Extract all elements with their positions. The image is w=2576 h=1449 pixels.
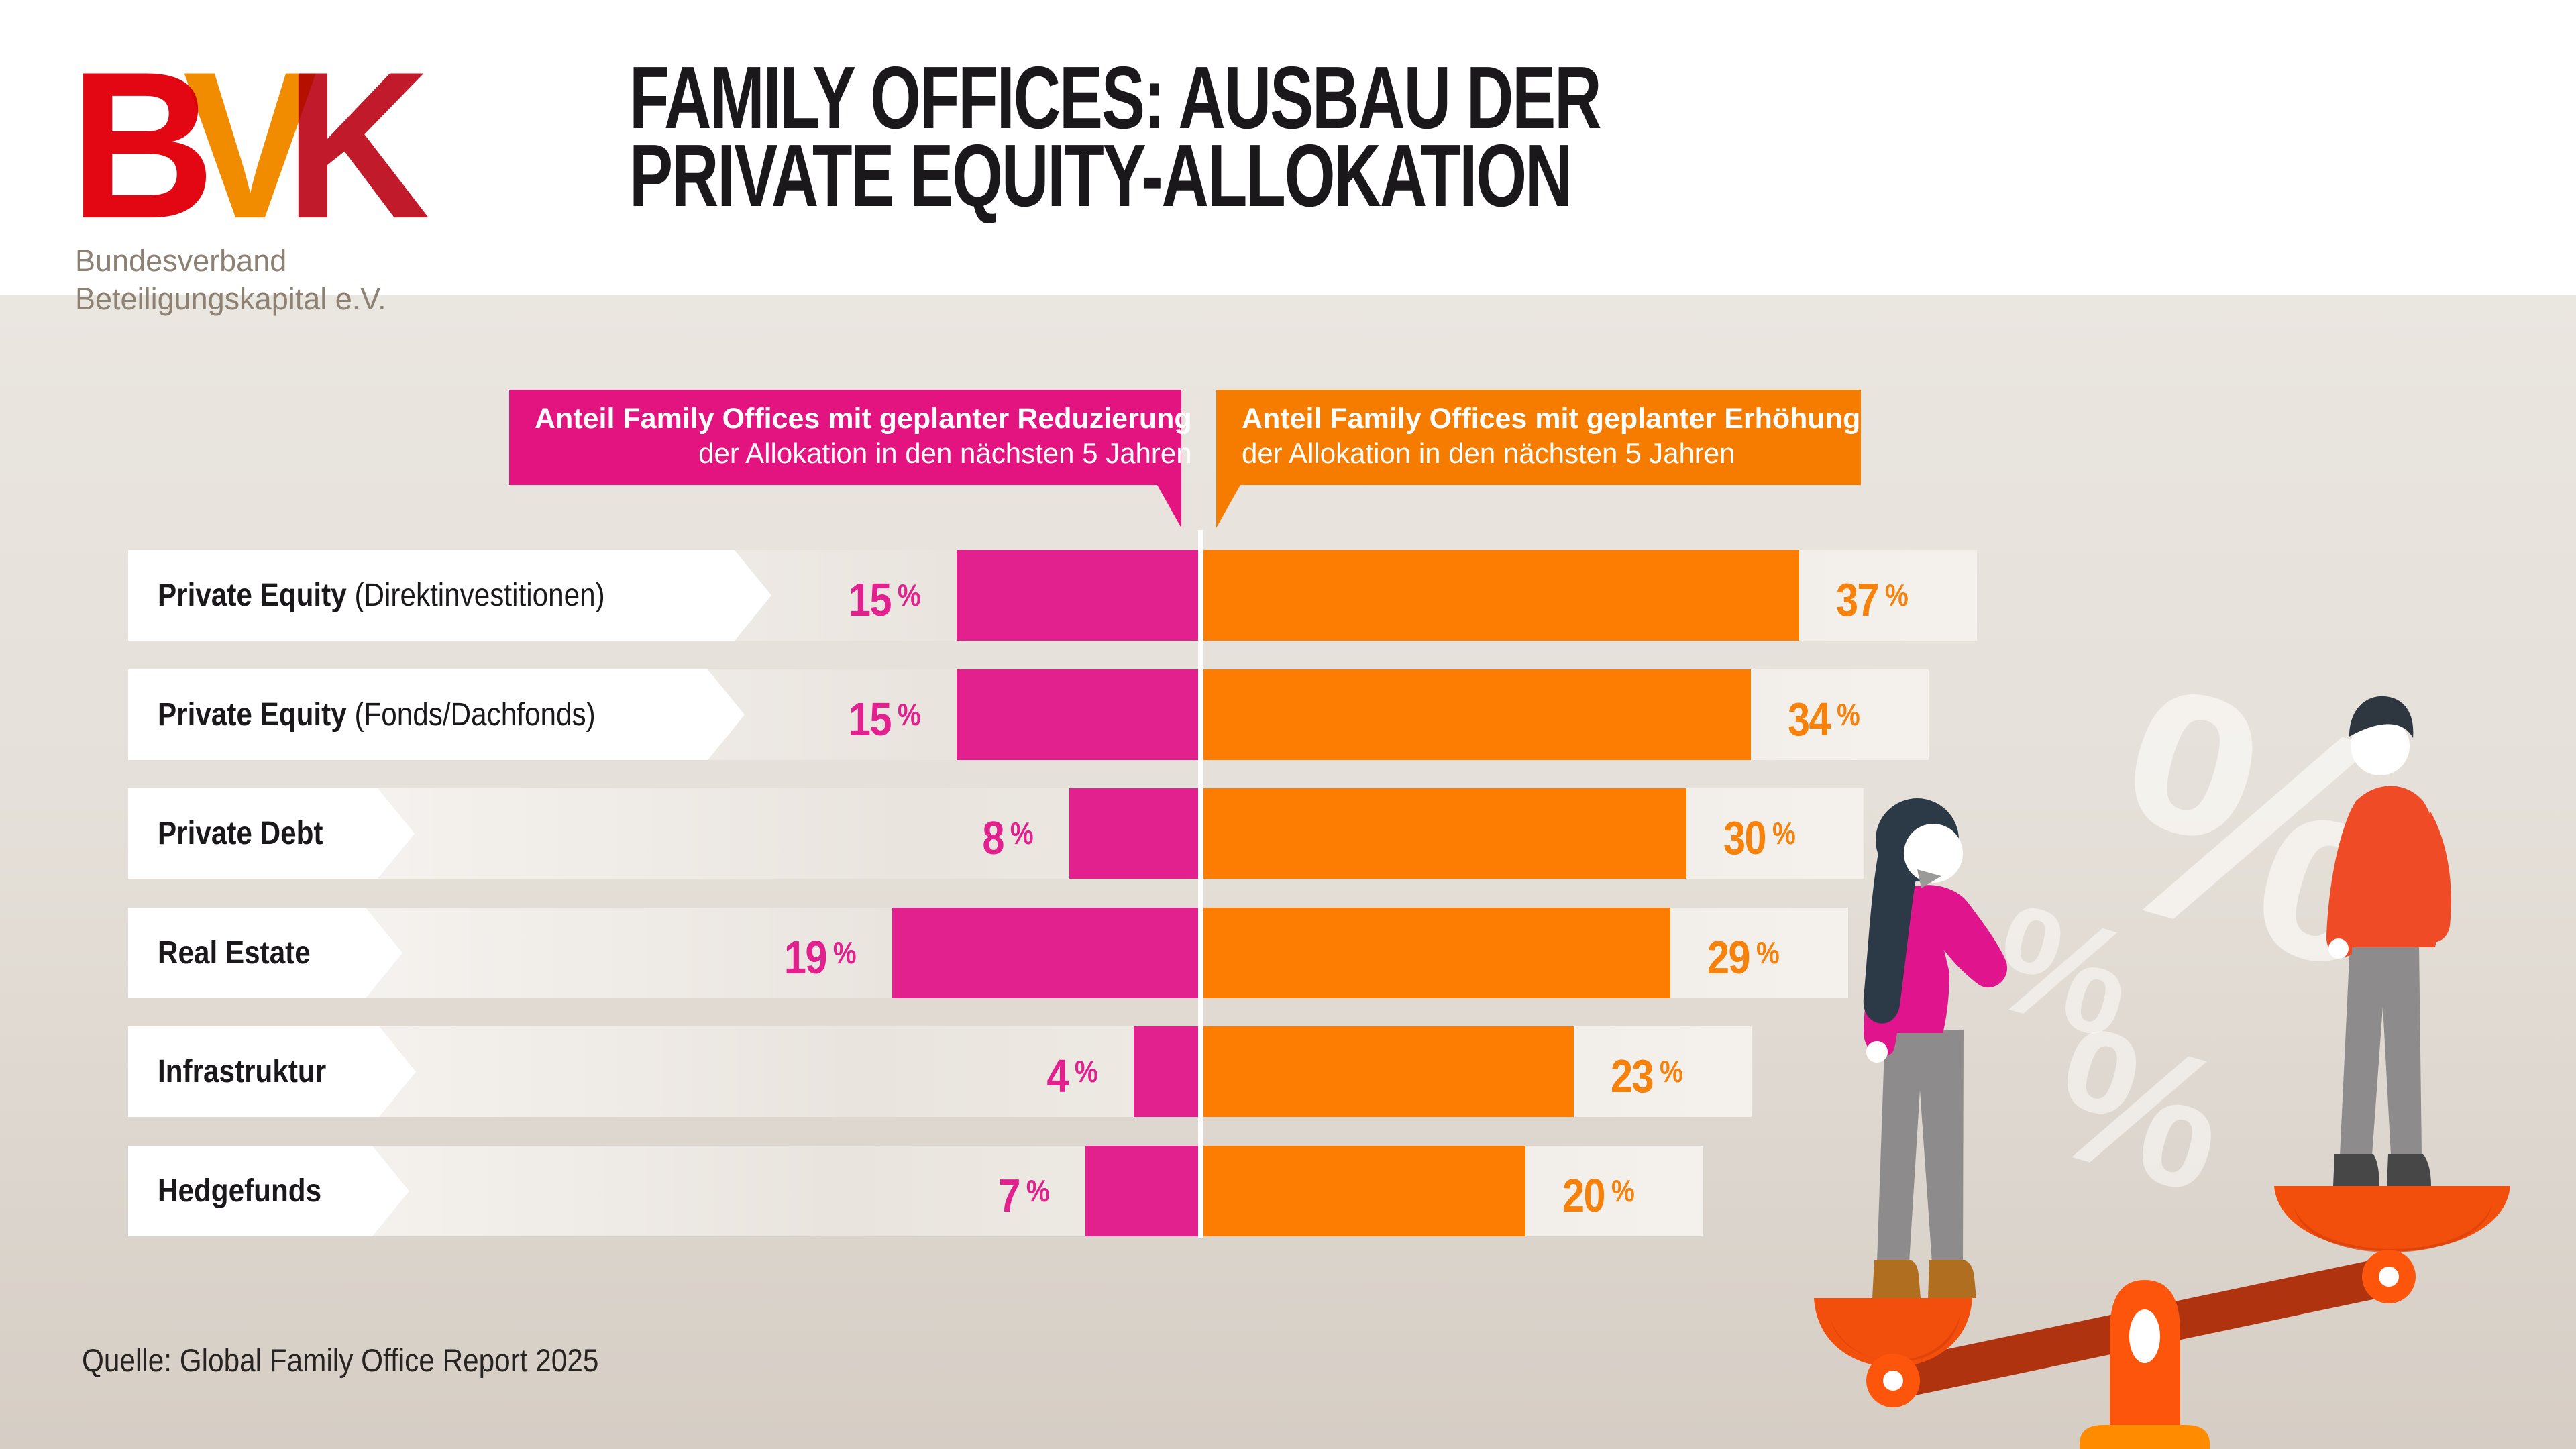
scale-left-pan (1814, 1298, 1972, 1367)
increase-value-label: 37% (1836, 574, 1909, 626)
logo-letter-k: K (284, 28, 431, 262)
legend-increase-pointer (1216, 485, 1240, 528)
header: BVK Bundesverband Beteiligungskapital e.… (0, 0, 2576, 316)
chart-row: 4% 23% Infrastruktur (0, 1026, 2576, 1117)
legend-decrease-rest: der Allokation in den nächsten 5 Jahren (698, 437, 1192, 469)
chart-row: 15% 34% Private Equity (Fonds/Dachfonds) (0, 669, 2576, 760)
increase-value-label: 29% (1707, 931, 1780, 983)
decrease-bar (892, 908, 1198, 998)
scale-base (2080, 1425, 2210, 1449)
legend-decrease: Anteil Family Offices mit geplanter Redu… (509, 390, 1192, 485)
decrease-bar (1134, 1026, 1198, 1117)
category-label-box: Private Equity (Direktinvestitionen) (128, 550, 771, 641)
scale-pedestal (2110, 1280, 2180, 1429)
source-note: Quelle: Global Family Office Report 2025 (82, 1342, 599, 1378)
logo-letter-v: V (182, 28, 317, 262)
increase-bar (1203, 669, 1751, 760)
chart-row: 7% 20% Hedgefunds (0, 1146, 2576, 1236)
increase-bar (1203, 1026, 1574, 1117)
decrease-bar (957, 550, 1198, 641)
page-title: FAMILY OFFICES: AUSBAU DER PRIVATE EQUIT… (629, 54, 1602, 220)
logo-subtitle: Bundesverband Beteiligungskapital e.V. (75, 241, 386, 318)
decrease-value-label: 19% (784, 931, 857, 983)
decrease-value-label: 7% (998, 1169, 1049, 1222)
chart-row: 8% 30% Private Debt (0, 788, 2576, 879)
legend-decrease-pointer (1157, 485, 1181, 528)
category-label-box: Private Debt (128, 788, 415, 879)
decrease-value-label: 8% (982, 812, 1033, 864)
legend-increase-bold: Anteil Family Offices mit geplanter Erhö… (1242, 402, 1861, 435)
decrease-value-label: 15% (848, 693, 921, 745)
decrease-bar (957, 669, 1198, 760)
logo-subtitle-line1: Bundesverband (75, 244, 287, 278)
chart-row: 15% 37% Private Equity (Direktinvestitione… (0, 550, 2576, 641)
chart-row: 19% 29% Real Estate (0, 908, 2576, 998)
category-label-box: Real Estate (128, 908, 402, 998)
decrease-bar (1085, 1146, 1198, 1236)
category-label-box: Hedgefunds (128, 1146, 409, 1236)
scale-beam (1893, 1256, 2389, 1400)
decrease-value-label: 4% (1046, 1050, 1097, 1102)
legend-increase: Anteil Family Offices mit geplanter Erhö… (1216, 390, 1861, 485)
increase-value-label: 30% (1723, 812, 1796, 864)
increase-value-label: 20% (1562, 1169, 1635, 1222)
increase-value-label: 23% (1611, 1050, 1683, 1102)
chart-center-axis (1198, 530, 1203, 1238)
increase-value-label: 34% (1788, 693, 1860, 745)
legend-increase-rest: der Allokation in den nächsten 5 Jahren (1242, 437, 1735, 469)
category-label-box: Infrastruktur (128, 1026, 416, 1117)
logo-subtitle-line2: Beteiligungskapital e.V. (75, 282, 386, 316)
page-title-line1: FAMILY OFFICES: AUSBAU DER (629, 48, 1602, 147)
increase-bar (1203, 788, 1686, 879)
decrease-bar (1069, 788, 1198, 879)
logo-letter-b: B (70, 28, 215, 262)
category-label-box: Private Equity (Fonds/Dachfonds) (128, 669, 745, 760)
page-title-line2: PRIVATE EQUITY-ALLOKATION (629, 126, 1572, 225)
legend-decrease-bold: Anteil Family Offices mit geplanter Redu… (535, 402, 1192, 435)
increase-bar (1203, 550, 1799, 641)
bvk-logo: BVK (70, 40, 430, 250)
increase-bar (1203, 1146, 1525, 1236)
decrease-value-label: 15% (848, 574, 921, 626)
increase-bar (1203, 908, 1670, 998)
